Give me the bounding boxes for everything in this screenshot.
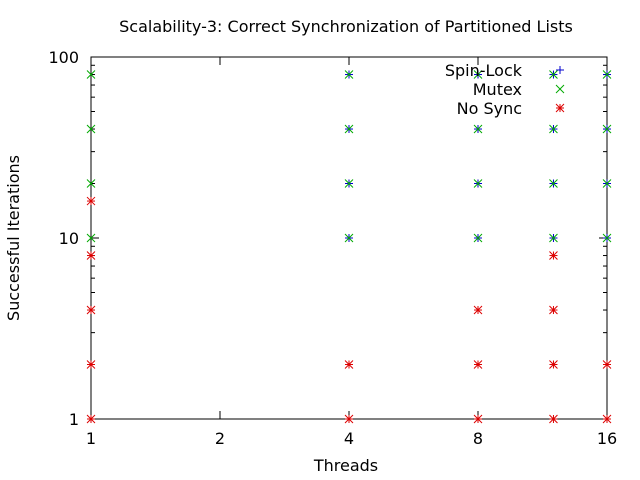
legend-marker bbox=[555, 84, 565, 94]
data-point bbox=[344, 179, 354, 188]
chart-title: Scalability-3: Correct Synchronization o… bbox=[119, 17, 573, 36]
data-point bbox=[549, 70, 558, 79]
data-point-stroke bbox=[86, 414, 96, 424]
data-point bbox=[344, 124, 354, 134]
data-point bbox=[602, 70, 612, 79]
data-point-stroke bbox=[86, 305, 96, 315]
data-point bbox=[86, 233, 96, 243]
data-point-stroke bbox=[344, 360, 354, 369]
data-point bbox=[344, 70, 354, 79]
x-tick-label: 4 bbox=[344, 429, 354, 448]
data-point bbox=[473, 124, 483, 134]
series-no-sync bbox=[86, 196, 612, 424]
data-point-stroke bbox=[549, 305, 558, 315]
data-point-stroke bbox=[344, 414, 354, 424]
data-point-stroke bbox=[602, 124, 612, 134]
data-point-stroke bbox=[86, 124, 96, 134]
data-point bbox=[549, 233, 558, 243]
legend-marker bbox=[555, 103, 565, 113]
x-tick-label: 1 bbox=[86, 429, 96, 448]
legend-marker bbox=[556, 66, 564, 74]
data-point-stroke bbox=[549, 360, 558, 369]
data-point-stroke bbox=[602, 360, 612, 369]
data-point-stroke bbox=[473, 70, 483, 79]
data-point bbox=[549, 360, 558, 369]
data-point-stroke bbox=[86, 233, 96, 243]
data-point-stroke bbox=[86, 179, 96, 188]
y-axis-label: Successful Iterations bbox=[4, 155, 23, 321]
legend-label: Spin-Lock bbox=[445, 61, 523, 80]
data-point-stroke bbox=[549, 251, 558, 260]
data-point bbox=[602, 233, 612, 243]
data-point-stroke bbox=[602, 179, 612, 188]
data-point bbox=[549, 305, 558, 315]
data-point bbox=[86, 305, 96, 315]
data-point-stroke bbox=[549, 124, 558, 134]
x-tick-label: 16 bbox=[597, 429, 617, 448]
series-mutex bbox=[86, 70, 612, 243]
axis-tick-labels: 1 2 4 8 16 1 10 100 bbox=[48, 48, 617, 448]
data-point-stroke bbox=[473, 360, 483, 369]
data-point-stroke bbox=[473, 179, 483, 188]
data-point bbox=[86, 196, 96, 206]
data-point bbox=[473, 360, 483, 369]
data-point bbox=[473, 414, 483, 424]
data-point-stroke bbox=[86, 196, 96, 206]
data-point bbox=[473, 305, 483, 315]
x-tick-label: 2 bbox=[215, 429, 225, 448]
data-point-stroke bbox=[549, 414, 558, 424]
data-point bbox=[86, 70, 96, 79]
data-point-stroke bbox=[473, 414, 483, 424]
data-point bbox=[602, 124, 612, 134]
data-point-stroke bbox=[86, 251, 96, 260]
data-point bbox=[86, 414, 96, 424]
data-point-stroke bbox=[602, 414, 612, 424]
y-tick-label: 10 bbox=[59, 229, 79, 248]
data-point bbox=[473, 233, 483, 243]
legend-label: No Sync bbox=[457, 99, 522, 118]
data-point-stroke bbox=[344, 124, 354, 134]
data-point bbox=[473, 70, 483, 79]
x-tick-label: 8 bbox=[473, 429, 483, 448]
data-point-stroke bbox=[602, 70, 612, 79]
data-point bbox=[602, 179, 612, 188]
legend-marker-stroke bbox=[555, 103, 565, 113]
data-point-stroke bbox=[86, 360, 96, 369]
data-point bbox=[549, 124, 558, 134]
data-point bbox=[86, 179, 96, 188]
data-point-stroke bbox=[86, 70, 96, 79]
data-point bbox=[549, 414, 558, 424]
data-points bbox=[86, 70, 612, 424]
data-point-stroke bbox=[473, 124, 483, 134]
data-point bbox=[602, 414, 612, 424]
data-point-stroke bbox=[549, 179, 558, 188]
data-point-stroke bbox=[473, 233, 483, 243]
legend-marker-stroke bbox=[555, 84, 565, 94]
data-point bbox=[602, 360, 612, 369]
data-point-stroke bbox=[344, 233, 354, 243]
legend-label: Mutex bbox=[473, 80, 522, 99]
y-tick-label: 100 bbox=[48, 48, 79, 67]
data-point bbox=[344, 233, 354, 243]
data-point bbox=[549, 251, 558, 260]
x-axis-label: Threads bbox=[313, 456, 378, 475]
data-point-stroke bbox=[602, 233, 612, 243]
data-point bbox=[86, 251, 96, 260]
y-tick-label: 1 bbox=[69, 410, 79, 429]
data-point-stroke bbox=[344, 70, 354, 79]
data-point-stroke bbox=[344, 179, 354, 188]
data-point-stroke bbox=[549, 233, 558, 243]
data-point bbox=[549, 179, 558, 188]
data-point-stroke bbox=[473, 305, 483, 315]
data-point bbox=[344, 360, 354, 369]
data-point bbox=[86, 124, 96, 134]
data-point bbox=[86, 360, 96, 369]
data-point bbox=[344, 414, 354, 424]
data-point-stroke bbox=[549, 70, 558, 79]
data-point bbox=[473, 179, 483, 188]
